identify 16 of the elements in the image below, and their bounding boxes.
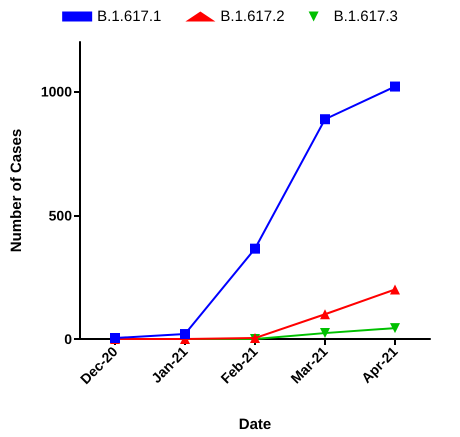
x-axis-title: Date — [238, 416, 272, 433]
y-tick-label: 0 — [64, 331, 72, 347]
point — [390, 323, 400, 334]
y-tick-label: 1000 — [40, 84, 72, 100]
legend-label: B.1.617.2 — [220, 8, 285, 25]
point — [390, 284, 400, 294]
y-tick-label: 500 — [48, 207, 72, 224]
y-axis-title: Number of Cases — [8, 128, 25, 252]
point — [320, 328, 330, 338]
legend-label: B.1.617.3 — [334, 8, 398, 25]
point — [390, 82, 400, 92]
point — [320, 309, 330, 320]
point — [320, 114, 330, 124]
legend-label: B.1.617.1 — [97, 8, 162, 25]
point — [180, 329, 190, 340]
point — [250, 244, 260, 254]
